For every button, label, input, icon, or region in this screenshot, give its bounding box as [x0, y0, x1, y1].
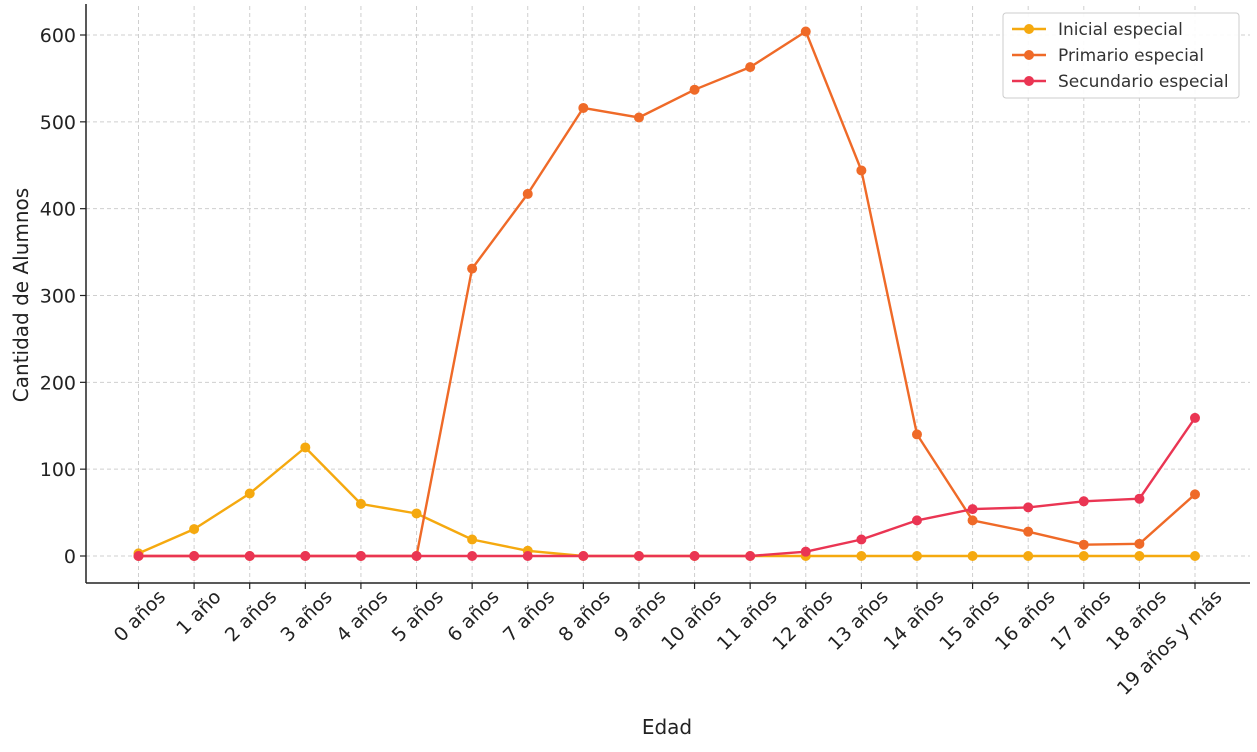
- series-layer: [133, 26, 1200, 561]
- data-point: [522, 551, 533, 561]
- data-point: [856, 165, 867, 176]
- data-point: [1134, 493, 1145, 504]
- data-point: [1134, 538, 1145, 549]
- x-tick-label: 2 años: [221, 586, 281, 646]
- y-tick-label: 600: [40, 25, 76, 47]
- data-point: [1023, 526, 1034, 537]
- x-tick-label: 4 años: [332, 586, 392, 646]
- data-point: [300, 442, 311, 453]
- data-point: [967, 515, 978, 526]
- data-point: [911, 551, 922, 561]
- data-point: [244, 551, 255, 561]
- data-point: [1078, 496, 1089, 507]
- data-point: [911, 515, 922, 526]
- data-point: [745, 551, 756, 561]
- axes: [85, 4, 1250, 584]
- legend-label: Primario especial: [1058, 46, 1204, 66]
- y-ticks: 0 100 200 300 400 500 600: [40, 25, 86, 568]
- data-point: [689, 551, 700, 561]
- data-point: [467, 534, 478, 545]
- data-point: [467, 263, 478, 274]
- x-tick-label: 8 años: [555, 586, 615, 646]
- legend-marker: [1024, 76, 1034, 86]
- series-group: [133, 412, 1200, 561]
- x-tick-label: 15 años: [935, 586, 1004, 655]
- data-point: [1190, 551, 1200, 561]
- data-point: [522, 188, 533, 199]
- data-point: [745, 62, 756, 73]
- data-point: [689, 84, 700, 95]
- data-point: [1190, 412, 1200, 423]
- legend-marker: [1024, 24, 1034, 34]
- series-group: [133, 442, 1200, 561]
- y-tick-label: 500: [40, 112, 76, 134]
- data-point: [411, 508, 422, 519]
- data-point: [411, 551, 422, 561]
- data-point: [355, 498, 366, 509]
- data-point: [633, 551, 644, 561]
- x-tick-label: 12 años: [768, 586, 837, 655]
- x-tick-label: 3 años: [277, 586, 337, 646]
- y-tick-label: 100: [40, 459, 76, 481]
- data-point: [244, 488, 255, 499]
- series-line: [138, 30, 1196, 558]
- data-point: [189, 524, 200, 535]
- data-point: [189, 551, 200, 561]
- data-point: [800, 26, 811, 37]
- x-axis-title: Edad: [642, 715, 692, 739]
- data-point: [578, 551, 589, 561]
- data-point: [1078, 551, 1089, 561]
- data-point: [1023, 502, 1034, 513]
- data-point: [578, 102, 589, 113]
- legend-label: Inicial especial: [1058, 20, 1183, 40]
- legend: Inicial especial Primario especial Secunda…: [1002, 12, 1240, 99]
- x-tick-label: 19 años y más: [1113, 586, 1227, 700]
- data-point: [800, 546, 811, 557]
- series-line: [138, 417, 1196, 558]
- data-point: [911, 429, 922, 440]
- x-tick-label: 16 años: [991, 586, 1060, 655]
- data-point: [1078, 539, 1089, 550]
- y-tick-label: 400: [40, 199, 76, 221]
- x-tick-label: 0 años: [110, 586, 170, 646]
- data-point: [133, 551, 144, 561]
- data-point: [967, 551, 978, 561]
- data-point: [967, 504, 978, 515]
- x-tick-label: 13 años: [824, 586, 893, 655]
- data-point: [633, 112, 644, 123]
- y-tick-label: 300: [40, 286, 76, 308]
- x-tick-label: 11 años: [713, 586, 782, 655]
- y-axis-title: Cantidad de Alumnos: [9, 188, 33, 402]
- data-point: [300, 551, 311, 561]
- data-point: [1134, 551, 1145, 561]
- x-tick-label: 7 años: [499, 586, 559, 646]
- x-tick-label: 5 años: [388, 586, 448, 646]
- y-tick-label: 0: [64, 546, 76, 568]
- data-point: [355, 551, 366, 561]
- x-tick-label: 14 años: [880, 586, 949, 655]
- x-tick-label: 1 año: [172, 586, 225, 639]
- legend-marker: [1024, 50, 1034, 60]
- data-point: [856, 551, 867, 561]
- legend-label: Secundario especial: [1058, 72, 1229, 92]
- x-tick-label: 17 años: [1046, 586, 1115, 655]
- series-group: [133, 26, 1200, 561]
- data-point: [1190, 489, 1200, 500]
- series-line: [138, 446, 1195, 558]
- x-tick-label: 10 años: [657, 586, 726, 655]
- x-tick-label: 6 años: [443, 586, 503, 646]
- legend-box: [1002, 12, 1240, 99]
- data-point: [467, 551, 478, 561]
- data-point: [1023, 551, 1034, 561]
- data-point: [856, 534, 867, 545]
- y-tick-label: 200: [40, 372, 76, 394]
